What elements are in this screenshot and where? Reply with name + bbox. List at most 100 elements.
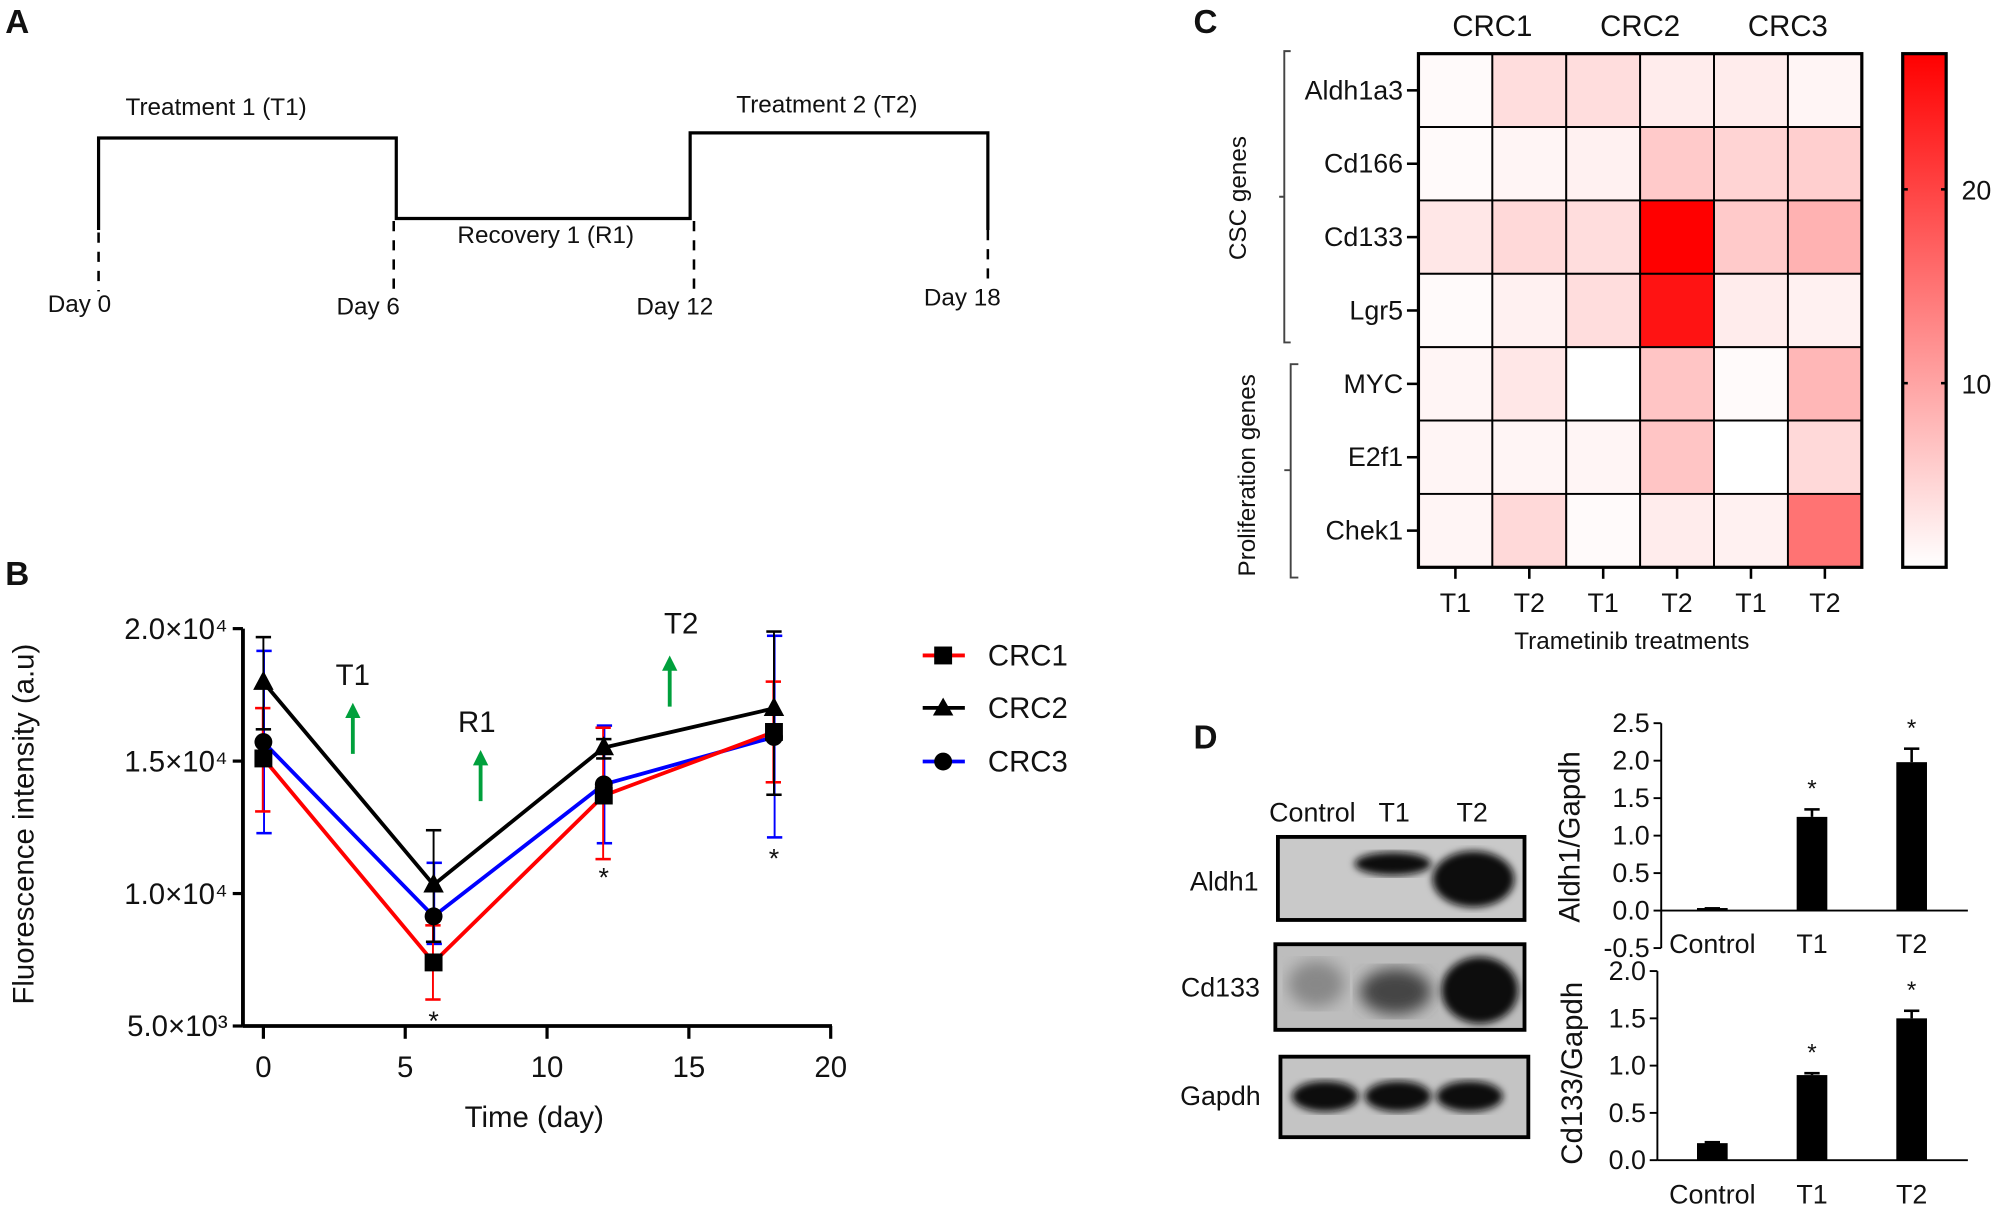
panel-b-line-chart: B Fluorescence intensity (a.u) Time (day… bbox=[5, 556, 1068, 1134]
lane-label: T1 bbox=[1379, 798, 1410, 828]
y-axis-label: Fluorescence intensity (a.u) bbox=[7, 644, 40, 1005]
significance-asterisk: * bbox=[599, 863, 610, 893]
heatmap-cell bbox=[1491, 419, 1568, 495]
y-axis-label: Aldh1/Gapdh bbox=[1553, 751, 1586, 922]
heatmap-cell bbox=[1786, 199, 1863, 275]
significance-asterisk: * bbox=[1907, 977, 1917, 1004]
heatmap-cell bbox=[1713, 419, 1789, 495]
annotation-r1: R1 bbox=[458, 706, 496, 739]
data-point-square bbox=[594, 786, 613, 805]
colorbar-tick-label: 10 bbox=[1961, 369, 1991, 399]
heatmap-cell bbox=[1639, 199, 1715, 275]
x-tick-label: 5 bbox=[397, 1051, 413, 1084]
y-tick-label: 2.0 bbox=[1612, 746, 1649, 776]
series-line-crc1 bbox=[261, 730, 775, 966]
row-label: Lgr5 bbox=[1349, 295, 1403, 325]
panel-label-a: A bbox=[5, 4, 29, 41]
heatmap-cell bbox=[1565, 492, 1642, 569]
panel-d-western-blot: D Control T1 T2 Aldh1 Cd133 Gapdh Aldh1/… bbox=[1180, 708, 1968, 1210]
heatmap-cell bbox=[1713, 199, 1789, 275]
heatmap-cell bbox=[1639, 52, 1715, 129]
panel-a-timeline: A Treatment 1 (T1) Recovery 1 (R1) Treat… bbox=[5, 4, 1000, 320]
bar bbox=[1896, 1018, 1927, 1161]
panel-label-c: C bbox=[1194, 4, 1218, 41]
group-label: CRC2 bbox=[1600, 10, 1680, 43]
legend-marker-triangle bbox=[932, 697, 954, 716]
y-tick-label: 5.0×10³ bbox=[127, 1010, 228, 1043]
x-axis-label: Time (day) bbox=[465, 1101, 604, 1134]
lane-label: T2 bbox=[1456, 798, 1487, 828]
panel-label-d: D bbox=[1194, 720, 1218, 757]
phase-label-t2: Treatment 2 (T2) bbox=[736, 91, 917, 118]
heatmap-cell bbox=[1713, 126, 1789, 202]
significance-asterisk: * bbox=[1907, 715, 1917, 742]
heatmap-cell bbox=[1786, 52, 1863, 129]
csc-bracket bbox=[1279, 50, 1291, 344]
day-label: Day 18 bbox=[924, 284, 1001, 311]
lane-label: Control bbox=[1269, 798, 1355, 828]
group-label: CRC3 bbox=[1748, 10, 1828, 43]
heatmap-cell bbox=[1565, 419, 1642, 495]
heatmap-cell bbox=[1417, 492, 1494, 569]
heatmap-cell bbox=[1786, 419, 1863, 495]
bar bbox=[1696, 1143, 1728, 1161]
colorbar-tick-label: 20 bbox=[1961, 176, 1991, 206]
row-label: Cd166 bbox=[1324, 149, 1403, 179]
series-line-crc2 bbox=[261, 680, 775, 888]
group-label: CRC1 bbox=[1452, 10, 1532, 43]
legend-marker-square bbox=[934, 646, 953, 665]
heatmap-cell bbox=[1639, 419, 1715, 495]
blot-cd133 bbox=[1273, 942, 1527, 1032]
data-point-circle bbox=[254, 733, 273, 751]
heatmap-cell bbox=[1417, 126, 1494, 202]
heatmap-cell bbox=[1713, 272, 1789, 349]
y-tick-label: 1.0×10⁴ bbox=[124, 878, 227, 911]
heatmap-cell bbox=[1786, 126, 1863, 202]
legend: CRC1 CRC2 CRC3 bbox=[922, 640, 1068, 779]
heatmap-cell bbox=[1639, 346, 1715, 422]
y-tick-label: 1.0 bbox=[1612, 821, 1649, 851]
bar bbox=[1696, 908, 1728, 911]
protein-label: Cd133 bbox=[1181, 973, 1260, 1003]
heatmap-cell bbox=[1417, 52, 1494, 129]
heatmap-cell bbox=[1786, 492, 1863, 569]
column-label: T2 bbox=[1809, 588, 1840, 618]
day-label: Day 6 bbox=[336, 293, 399, 320]
heatmap-cell bbox=[1565, 126, 1642, 202]
row-label: Aldh1a3 bbox=[1305, 75, 1403, 105]
category-label: T2 bbox=[1896, 1180, 1927, 1210]
treatment-annotations: T1 R1 T2 bbox=[336, 608, 698, 802]
y-tick-label: 0.5 bbox=[1609, 1098, 1646, 1128]
y-tick-label: 2.0×10⁴ bbox=[124, 613, 227, 646]
heatmap-cell bbox=[1786, 346, 1863, 422]
category-label: Control bbox=[1669, 1180, 1755, 1210]
y-tick-label: 1.0 bbox=[1609, 1051, 1646, 1081]
heatmap-cell bbox=[1713, 492, 1789, 569]
row-group-label: Proliferation genes bbox=[1234, 374, 1261, 576]
column-label: T1 bbox=[1440, 588, 1471, 618]
x-tick-label: 15 bbox=[673, 1051, 706, 1084]
x-tick-label: 10 bbox=[531, 1051, 564, 1084]
y-tick-label: -0.5 bbox=[1603, 933, 1649, 963]
series-line-crc3 bbox=[262, 735, 775, 919]
protein-label: Aldh1 bbox=[1190, 867, 1259, 897]
legend-label: CRC2 bbox=[988, 692, 1068, 725]
y-tick-label: 1.5×10⁴ bbox=[124, 745, 227, 778]
heatmap-cell bbox=[1491, 52, 1568, 129]
blot-gapdh bbox=[1278, 1054, 1531, 1140]
heatmap-cell bbox=[1713, 52, 1789, 129]
data-point-square bbox=[254, 749, 273, 768]
legend-label: CRC1 bbox=[988, 640, 1068, 673]
annotation-t1: T1 bbox=[336, 659, 370, 692]
y-tick-label: 0.0 bbox=[1612, 896, 1649, 926]
bar bbox=[1796, 1075, 1828, 1161]
x-axis-label: Trametinib treatments bbox=[1514, 628, 1749, 655]
row-label: MYC bbox=[1343, 369, 1403, 399]
data-point-square bbox=[765, 723, 783, 741]
heatmap-cell bbox=[1491, 126, 1568, 202]
heatmap-cell bbox=[1639, 272, 1715, 349]
heatmap-cell bbox=[1417, 199, 1494, 275]
blot-aldh1 bbox=[1275, 834, 1527, 922]
heatmap-cell bbox=[1565, 272, 1642, 349]
